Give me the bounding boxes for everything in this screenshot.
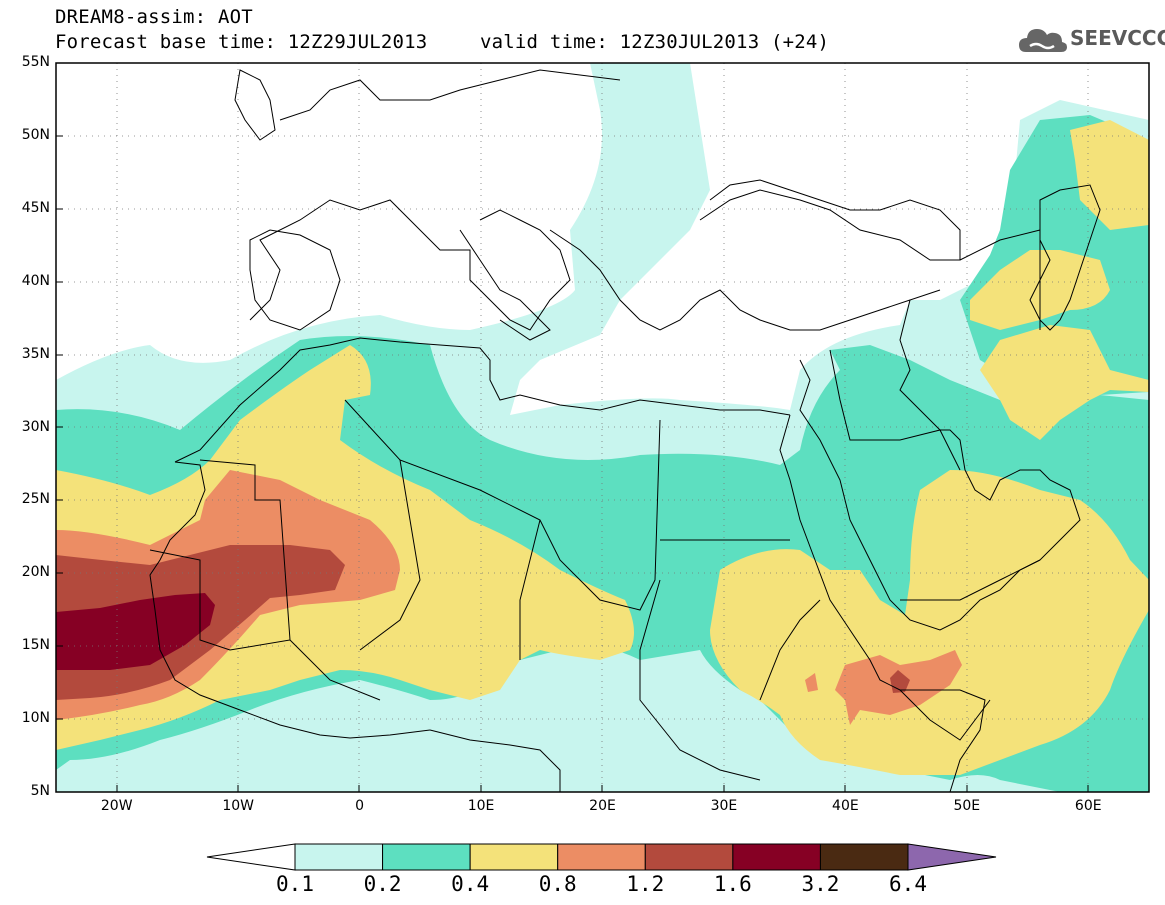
europe-mediterranean-coast [249, 199, 571, 331]
country-borders-east-africa [639, 579, 991, 781]
colorbar-level-label: 0.8 [538, 872, 577, 896]
north-europe [279, 69, 621, 121]
x-tick-label: 30E [710, 798, 738, 814]
country-borders-middle-east [829, 200, 1041, 601]
colorbar-level-label: 6.4 [889, 872, 927, 896]
colorbar-above-max [907, 843, 997, 871]
colorbar-swatch [557, 843, 646, 871]
colorbar-below-min [206, 843, 296, 871]
colorbar-level-label: 1.6 [713, 872, 752, 896]
seevccc-logo: SEEVCCC [1018, 22, 1165, 58]
italy [459, 229, 551, 341]
y-tick-label: 55N [21, 54, 50, 70]
x-tick-label: 60E [1074, 798, 1102, 814]
x-tick-label: 10E [467, 798, 495, 814]
aot-fields [56, 63, 1149, 792]
x-tick-label: 20E [589, 798, 616, 814]
y-tick-label: 45N [21, 199, 50, 216]
balkans-coast [549, 229, 911, 331]
x-tick-label: 40E [832, 798, 859, 814]
x-tick-label: 20W [100, 798, 133, 814]
red-sea-west-coast [779, 414, 986, 793]
y-tick-label: 15N [21, 637, 50, 654]
africa-north-coast [174, 337, 791, 463]
y-tick-label: 20N [21, 564, 50, 581]
base-time: Forecast base time: 12Z29JUL2013 [55, 31, 428, 53]
logo-text: SEEVCCC [1070, 26, 1165, 50]
forecast-times: Forecast base time: 12Z29JUL2013 valid ti… [55, 31, 829, 53]
cloud-icon [1019, 29, 1067, 52]
colorbar-swatch [382, 843, 471, 871]
y-tick-label: 10N [21, 710, 50, 727]
gulf-of-guinea-coast [429, 729, 561, 792]
country-borders-sahara [149, 399, 790, 701]
colorbar-level-label: 0.4 [451, 872, 490, 896]
x-tick-label: 10W [222, 798, 254, 814]
y-tick-label: 30N [21, 418, 50, 435]
colorbar-level-label: 3.2 [801, 872, 840, 896]
britain [234, 69, 276, 141]
coastlines-and-borders [149, 69, 1101, 793]
africa-west-coast [149, 461, 431, 739]
graticule [56, 63, 1149, 792]
colorbar-swatch [819, 843, 909, 871]
y-tick-label: 35N [21, 345, 50, 362]
x-tick-label: 0 [355, 798, 365, 814]
valid-time: valid time: 12Z30JUL2013 (+24) [480, 31, 830, 53]
colorbar-swatch [294, 843, 384, 871]
aot-colorbar [206, 843, 997, 871]
x-tick-label: 50E [953, 798, 981, 814]
iberia [249, 229, 341, 331]
colorbar-swatch [732, 843, 821, 871]
colorbar-level-label: 1.2 [626, 872, 665, 896]
colorbar-level-label: 0.1 [276, 872, 314, 896]
colorbar-swatch [644, 843, 734, 871]
tick-marks [56, 135, 1089, 792]
level-1.6-field [56, 593, 215, 670]
colorbar-level-label: 0.2 [363, 872, 402, 896]
black-sea [699, 179, 961, 261]
map-title: DREAM8-assim: AOT [55, 6, 253, 28]
y-tick-label: 5N [30, 783, 50, 799]
caspian-sea [1029, 184, 1101, 331]
y-tick-label: 40N [21, 272, 50, 289]
y-tick-label: 50N [21, 126, 50, 143]
colorbar-swatch [469, 843, 559, 871]
y-tick-label: 25N [21, 491, 50, 508]
